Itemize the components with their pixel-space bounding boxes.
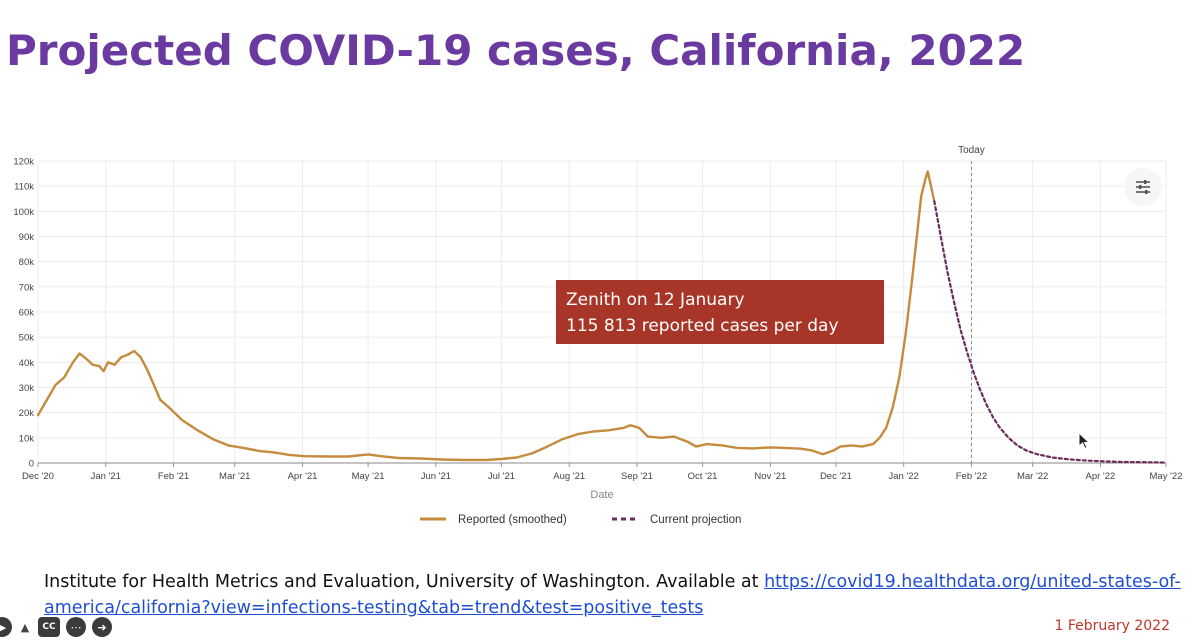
today-label: Today — [958, 145, 985, 156]
y-tick-label: 40k — [19, 358, 35, 369]
x-axis: Dec '20 Jan '21 Feb '21 Mar '21 Apr '21 May '… — [22, 462, 1183, 501]
x-tick-label: Apr '22 — [1086, 471, 1116, 482]
x-tick-label: Oct '21 — [688, 471, 718, 482]
x-tick-label: Feb '21 — [158, 471, 189, 482]
closed-captions-button[interactable]: CC — [38, 617, 60, 637]
x-tick-label: Feb '22 — [956, 471, 987, 482]
y-tick-label: 70k — [19, 282, 35, 293]
sliders-icon — [1136, 180, 1150, 194]
x-tick-label: Dec '20 — [22, 471, 54, 482]
x-tick-label: Jan '21 — [91, 471, 121, 482]
legend-label: Current projection — [650, 514, 741, 526]
y-tick-label: 80k — [19, 257, 35, 268]
x-tick-label: Mar '22 — [1017, 471, 1048, 482]
y-tick-label: 30k — [19, 383, 35, 394]
source-citation: Institute for Health Metrics and Evaluat… — [44, 569, 1184, 621]
x-tick-label: Nov '21 — [754, 471, 786, 482]
y-tick-label: 90k — [19, 232, 35, 243]
y-tick-label: 10k — [19, 433, 35, 444]
y-axis: 0 10k 20k 30k 40k 50k 60k 70k 80k 90k 100k 110k 120k — [13, 157, 34, 470]
legend-label: Reported (smoothed) — [458, 514, 567, 526]
video-player-controls: ▶ ▲ CC ⋯ ➜ — [0, 614, 112, 640]
zenith-annotation: Zenith on 12 January 115 813 reported ca… — [556, 280, 884, 344]
x-tick-label: Jul '21 — [488, 471, 515, 482]
series-lines — [36, 170, 1168, 464]
x-tick-label: Mar '21 — [219, 471, 250, 482]
slide-date: 1 February 2022 — [1054, 618, 1170, 634]
x-tick-label: Dec '21 — [820, 471, 852, 482]
annotation-line-1: Zenith on 12 January — [566, 290, 745, 310]
x-tick-label: Jun '21 — [421, 471, 451, 482]
legend-item-reported: Reported (smoothed) — [420, 514, 567, 526]
play-icon[interactable]: ▶ — [0, 617, 12, 637]
volume-icon[interactable]: ▲ — [20, 620, 30, 634]
y-tick-label: 110k — [14, 182, 34, 193]
source-link[interactable]: https://covid19.healthdata.org/united-st… — [44, 572, 1181, 618]
x-axis-label: Date — [590, 489, 613, 501]
series-line-projection — [933, 200, 1168, 464]
next-arrow-icon[interactable]: ➜ — [92, 617, 112, 637]
x-tick-label: Jan '22 — [889, 471, 919, 482]
annotation-line-2: 115 813 reported cases per day — [566, 316, 839, 336]
mouse-cursor-icon — [1078, 432, 1090, 450]
x-tick-label: Aug '21 — [553, 471, 585, 482]
legend-item-projection: Current projection — [612, 514, 741, 526]
today-marker: Today — [958, 145, 985, 463]
y-tick-label: 0 — [29, 459, 34, 470]
chart-legend: Reported (smoothed) Current projection — [420, 514, 741, 526]
x-tick-label: Apr '21 — [288, 471, 318, 482]
source-text: Institute for Health Metrics and Evaluat… — [44, 572, 765, 592]
x-tick-label: May '21 — [352, 471, 385, 482]
y-tick-label: 100k — [13, 207, 34, 218]
y-tick-label: 20k — [19, 408, 35, 419]
x-tick-label: May '22 — [1150, 471, 1183, 482]
chart-settings-button[interactable] — [1124, 168, 1162, 206]
y-tick-label: 50k — [19, 333, 35, 344]
more-options-icon[interactable]: ⋯ — [66, 617, 86, 637]
page-title: Projected COVID-19 cases, California, 20… — [6, 26, 1026, 75]
x-tick-label: Sep '21 — [621, 471, 653, 482]
series-line-reported — [36, 170, 936, 462]
y-tick-label: 120k — [13, 157, 34, 168]
y-tick-label: 60k — [19, 308, 35, 319]
